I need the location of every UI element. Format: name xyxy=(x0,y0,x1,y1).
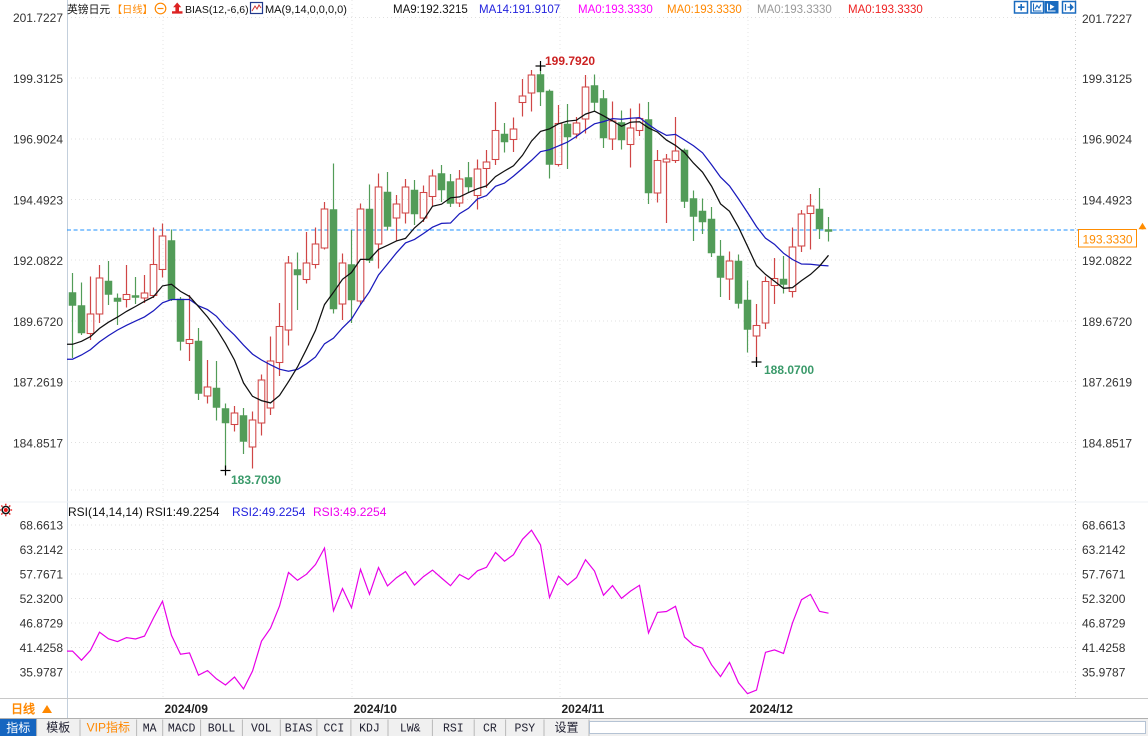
svg-text:187.2619: 187.2619 xyxy=(13,376,63,390)
svg-text:57.7671: 57.7671 xyxy=(1082,568,1126,582)
svg-text:设置: 设置 xyxy=(554,721,578,735)
svg-text:MA9:192.3215: MA9:192.3215 xyxy=(393,4,468,16)
svg-text:41.4258: 41.4258 xyxy=(20,641,64,655)
svg-text:BIAS: BIAS xyxy=(285,723,313,736)
svg-text:183.7030: 183.7030 xyxy=(231,473,281,487)
svg-text:RSI3:49.2254: RSI3:49.2254 xyxy=(313,505,387,519)
svg-text:192.0822: 192.0822 xyxy=(1082,254,1132,268)
svg-text:2024/10: 2024/10 xyxy=(354,702,398,716)
svg-text:日线: 日线 xyxy=(11,701,35,716)
svg-text:193.3330: 193.3330 xyxy=(1083,233,1133,247)
svg-text:2024/11: 2024/11 xyxy=(562,702,605,716)
svg-text:184.8517: 184.8517 xyxy=(13,436,63,450)
svg-text:2024/09: 2024/09 xyxy=(165,702,209,716)
svg-text:199.7920: 199.7920 xyxy=(545,54,595,68)
svg-text:52.3200: 52.3200 xyxy=(1082,592,1126,606)
svg-text:57.7671: 57.7671 xyxy=(20,568,64,582)
svg-text:194.4923: 194.4923 xyxy=(13,193,63,207)
svg-text:CCI: CCI xyxy=(324,723,345,736)
svg-text:68.6613: 68.6613 xyxy=(20,519,64,533)
svg-text:RSI: RSI xyxy=(443,723,464,736)
svg-text:MA0:193.3330: MA0:193.3330 xyxy=(757,4,832,16)
svg-text:196.9024: 196.9024 xyxy=(1082,133,1132,147)
svg-text:MACD: MACD xyxy=(168,723,196,736)
svg-text:192.0822: 192.0822 xyxy=(13,254,63,268)
svg-text:模板: 模板 xyxy=(46,721,70,735)
svg-text:63.2142: 63.2142 xyxy=(20,543,64,557)
svg-text:VIP指标: VIP指标 xyxy=(87,720,130,735)
svg-text:MA0:193.3330: MA0:193.3330 xyxy=(578,4,653,16)
svg-text:187.2619: 187.2619 xyxy=(1082,376,1132,390)
svg-text:46.8729: 46.8729 xyxy=(1082,617,1126,631)
svg-text:194.4923: 194.4923 xyxy=(1082,193,1132,207)
svg-text:MA0:193.3330: MA0:193.3330 xyxy=(848,4,923,16)
svg-text:52.3200: 52.3200 xyxy=(20,592,64,606)
svg-text:BIAS(12,-6,6): BIAS(12,-6,6) xyxy=(185,4,249,16)
svg-text:BOLL: BOLL xyxy=(208,723,236,736)
svg-text:LW&: LW& xyxy=(400,723,421,736)
svg-text:MA14:191.9107: MA14:191.9107 xyxy=(479,4,560,16)
svg-text:201.7227: 201.7227 xyxy=(1082,12,1132,26)
svg-text:199.3125: 199.3125 xyxy=(13,72,63,86)
svg-text:MA0:193.3330: MA0:193.3330 xyxy=(667,4,742,16)
svg-text:PSY: PSY xyxy=(514,723,535,736)
svg-text:VOL: VOL xyxy=(251,723,272,736)
svg-text:35.9787: 35.9787 xyxy=(20,666,64,680)
svg-text:2024/12: 2024/12 xyxy=(750,702,794,716)
svg-text:68.6613: 68.6613 xyxy=(1082,519,1126,533)
svg-text:MA: MA xyxy=(143,723,157,736)
svg-text:189.6720: 189.6720 xyxy=(1082,315,1132,329)
svg-text:199.3125: 199.3125 xyxy=(1082,72,1132,86)
svg-text:35.9787: 35.9787 xyxy=(1082,666,1126,680)
svg-text:201.7227: 201.7227 xyxy=(13,11,63,25)
svg-text:46.8729: 46.8729 xyxy=(20,617,64,631)
svg-text:英镑日元: 英镑日元 xyxy=(67,2,110,16)
svg-text:63.2142: 63.2142 xyxy=(1082,543,1126,557)
svg-text:【日线】: 【日线】 xyxy=(112,3,153,16)
svg-text:184.8517: 184.8517 xyxy=(1082,436,1132,450)
svg-text:CR: CR xyxy=(483,723,497,736)
svg-text:41.4258: 41.4258 xyxy=(1082,641,1126,655)
svg-text:指标: 指标 xyxy=(6,720,30,735)
svg-text:188.0700: 188.0700 xyxy=(764,363,814,377)
svg-text:RSI2:49.2254: RSI2:49.2254 xyxy=(232,505,306,519)
svg-text:196.9024: 196.9024 xyxy=(13,133,63,147)
svg-text:MA(9,14,0,0,0,0): MA(9,14,0,0,0,0) xyxy=(265,4,347,16)
svg-text:KDJ: KDJ xyxy=(359,723,380,736)
svg-text:189.6720: 189.6720 xyxy=(13,315,63,329)
svg-text:RSI(14,14,14) RSI1:49.2254: RSI(14,14,14) RSI1:49.2254 xyxy=(68,505,220,519)
